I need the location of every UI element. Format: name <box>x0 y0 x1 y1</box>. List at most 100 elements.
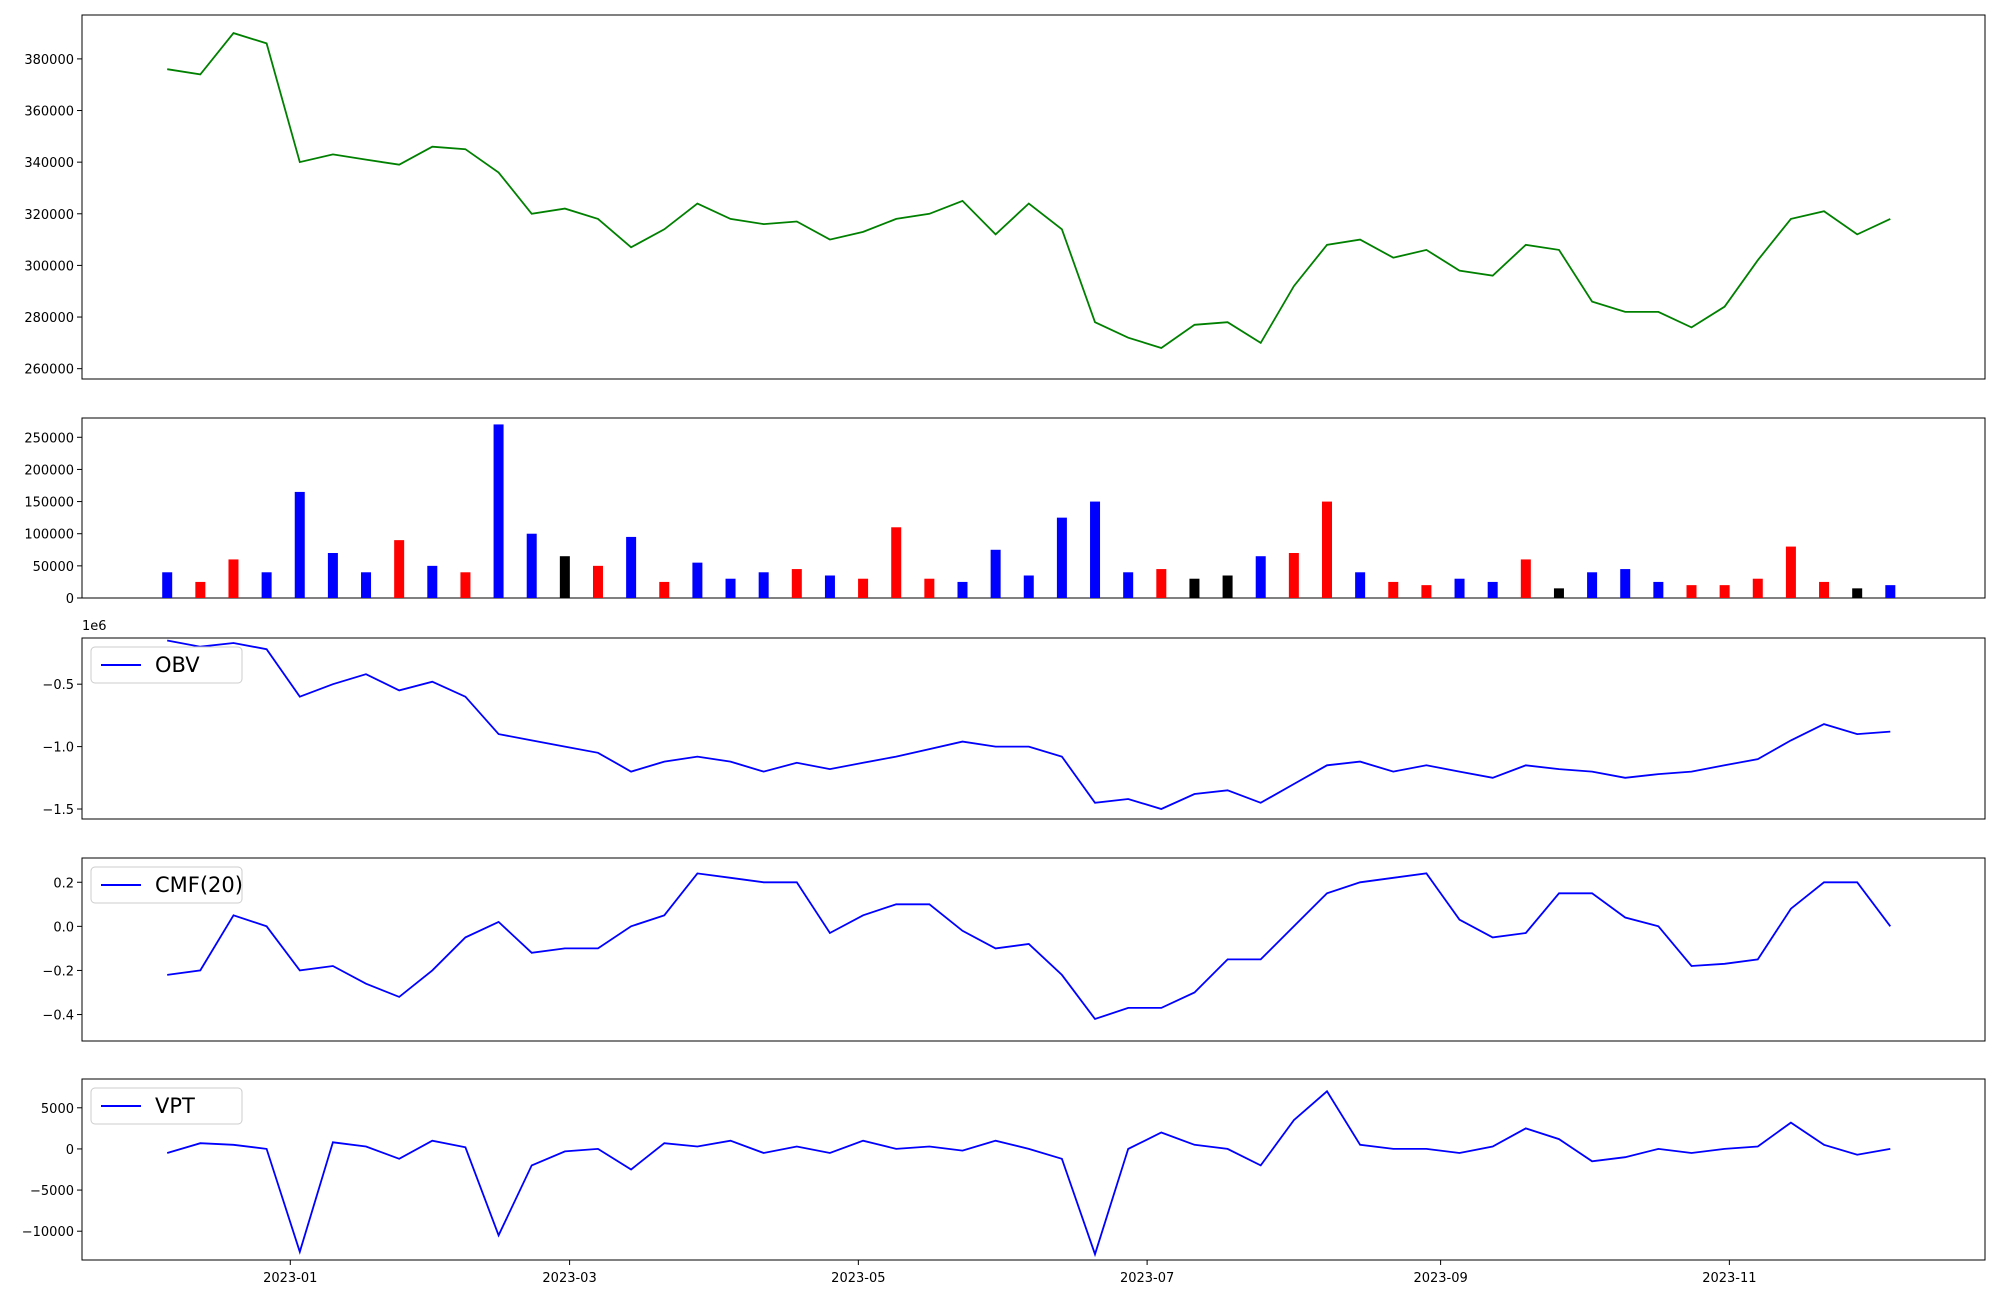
y-tick-label: −0.2 <box>42 964 74 979</box>
bar <box>1156 569 1167 598</box>
bar <box>1553 588 1564 598</box>
x-tick-label: 2023-03 <box>542 1271 596 1286</box>
bar <box>990 549 1001 598</box>
bar <box>659 581 670 598</box>
bar <box>1023 575 1034 598</box>
bar <box>1222 575 1233 598</box>
offset-text: 1e6 <box>82 619 107 634</box>
bar <box>1189 578 1200 598</box>
bar <box>592 565 603 598</box>
bar <box>1321 501 1332 598</box>
legend-label: OBV <box>155 653 200 677</box>
legend-label: VPT <box>155 1094 195 1118</box>
bar <box>493 424 504 598</box>
axes-frame <box>81 14 1986 380</box>
bar <box>195 581 206 598</box>
y-tick-label: 100000 <box>24 528 74 543</box>
x-tick-label: 2023-11 <box>1702 1271 1756 1286</box>
bar <box>394 540 405 598</box>
y-tick-label: −1.5 <box>42 803 74 818</box>
y-tick-label: 360000 <box>24 105 74 120</box>
bar <box>626 536 637 598</box>
bar <box>1752 578 1763 598</box>
y-tick-label: 280000 <box>24 311 74 326</box>
bar <box>1421 585 1432 598</box>
x-tick-label: 2023-07 <box>1120 1271 1174 1286</box>
axes-frame <box>81 857 1986 1042</box>
bar <box>1852 588 1863 598</box>
y-tick-label: 0.2 <box>53 876 74 891</box>
y-tick-label: 250000 <box>24 431 74 446</box>
bar <box>791 569 802 598</box>
line <box>167 639 1891 810</box>
x-tick-label: 2023-05 <box>831 1271 885 1286</box>
x-tick-label: 2023-09 <box>1413 1271 1467 1286</box>
bar <box>1819 581 1830 598</box>
y-tick-label: 0 <box>66 592 74 607</box>
y-tick-label: 5000 <box>41 1102 74 1117</box>
axes-frame <box>81 417 1986 599</box>
y-tick-label: −10000 <box>22 1225 74 1240</box>
bar <box>1123 572 1134 598</box>
line <box>167 32 1891 349</box>
y-tick-label: 0.0 <box>53 920 74 935</box>
bar <box>1785 546 1796 598</box>
bar <box>228 559 239 598</box>
y-tick-label: 260000 <box>24 363 74 378</box>
y-tick-label: 200000 <box>24 463 74 478</box>
bar <box>1653 581 1664 598</box>
bar <box>1885 585 1896 598</box>
y-tick-label: −1.0 <box>42 741 74 756</box>
legend-box <box>90 866 243 904</box>
bar <box>824 575 835 598</box>
y-tick-label: 340000 <box>24 156 74 171</box>
bar <box>692 562 703 598</box>
x-tick-label: 2023-01 <box>263 1271 317 1286</box>
bar <box>1686 585 1697 598</box>
y-tick-label: 380000 <box>24 53 74 68</box>
legend-box <box>90 1087 243 1125</box>
y-tick-label: 50000 <box>33 560 74 575</box>
bar <box>327 553 338 598</box>
bar <box>1288 553 1299 598</box>
bar <box>1355 572 1366 598</box>
bar <box>725 578 736 598</box>
bar <box>526 533 537 598</box>
bar <box>294 491 305 598</box>
y-tick-label: 150000 <box>24 496 74 511</box>
bar <box>361 572 372 598</box>
bar <box>1255 556 1266 598</box>
y-tick-label: 0 <box>66 1143 74 1158</box>
bar <box>559 556 570 598</box>
bar <box>427 565 438 598</box>
bar <box>858 578 869 598</box>
y-tick-label: 320000 <box>24 208 74 223</box>
bar <box>758 572 769 598</box>
legend-box <box>90 646 243 684</box>
bar <box>891 527 902 598</box>
bar <box>924 578 935 598</box>
bar <box>460 572 471 598</box>
bar <box>261 572 272 598</box>
legend-label: CMF(20) <box>155 873 243 897</box>
line <box>167 872 1892 1021</box>
axes-frame <box>81 1078 1986 1261</box>
y-tick-label: −0.4 <box>42 1009 74 1024</box>
bar <box>162 572 173 598</box>
bar <box>1056 517 1067 598</box>
axes-frame <box>81 637 1986 820</box>
line <box>166 1089 1891 1258</box>
bar <box>1719 585 1730 598</box>
y-tick-label: −5000 <box>30 1184 74 1199</box>
y-tick-label: 300000 <box>24 259 74 274</box>
bar <box>1090 501 1101 598</box>
bar <box>957 581 968 598</box>
bar <box>1454 578 1465 598</box>
bar <box>1388 581 1399 598</box>
y-tick-label: −0.5 <box>42 678 74 693</box>
bar <box>1520 559 1531 598</box>
bar <box>1487 581 1498 598</box>
bar <box>1620 569 1631 598</box>
